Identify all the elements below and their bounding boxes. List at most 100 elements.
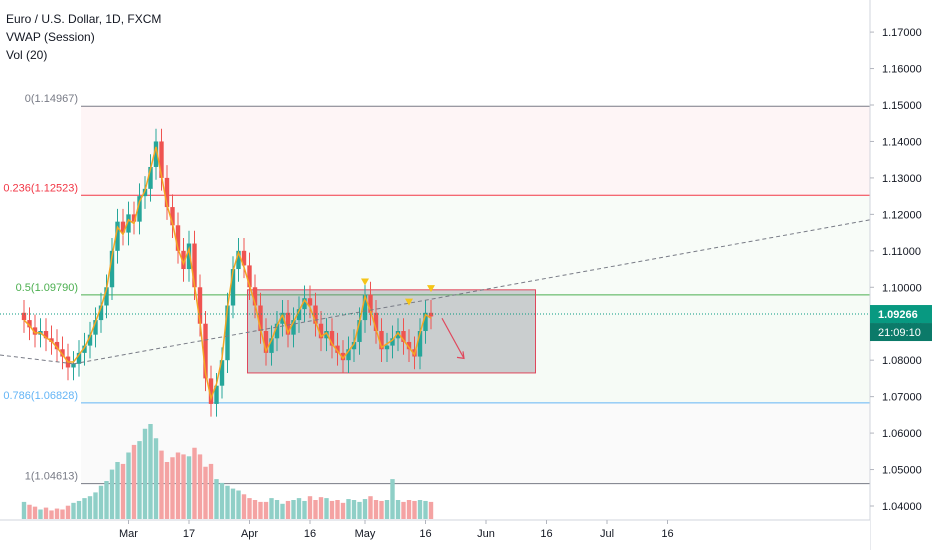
candle-body	[252, 287, 258, 306]
candle-body	[384, 345, 390, 350]
volume-bar	[357, 501, 362, 519]
volume-bar	[142, 428, 148, 519]
legend-volume[interactable]: Vol (20)	[6, 48, 48, 62]
volume-bar	[175, 452, 181, 519]
candle-body	[214, 385, 219, 404]
volume-bar	[181, 454, 186, 519]
price-tick-label: 1.06000	[882, 428, 922, 440]
volume-bar	[82, 498, 87, 519]
volume-bar	[208, 463, 214, 519]
volume-bar	[60, 509, 65, 519]
candle-body	[225, 305, 230, 361]
price-tick-label: 1.10000	[882, 282, 922, 294]
candle-body	[269, 338, 274, 353]
candle-body	[131, 214, 137, 222]
candle-body	[49, 338, 54, 342]
legend-symbol[interactable]: Euro / U.S. Dollar, 1D, FXCM	[6, 12, 162, 26]
countdown-tag	[870, 323, 932, 342]
candle-body	[104, 287, 109, 306]
volume-bar	[313, 500, 318, 519]
volume-bar	[126, 452, 131, 519]
candle-body	[302, 298, 307, 310]
volume-bar	[76, 500, 82, 519]
candle-body	[142, 188, 148, 197]
candle-body	[236, 250, 241, 270]
candle-body	[307, 298, 313, 306]
time-tick-label: May	[355, 528, 376, 540]
marker-triangle	[405, 298, 413, 306]
volume-bar	[280, 503, 285, 519]
time-axis-bg	[0, 520, 870, 550]
volume-bar	[71, 502, 76, 519]
candle-body	[43, 331, 49, 339]
volume-bar	[241, 494, 247, 519]
volume-bar	[258, 501, 263, 519]
candle-body	[76, 352, 82, 364]
candle-body	[296, 309, 302, 321]
volume-bar	[153, 438, 159, 519]
volume-bar	[291, 500, 296, 519]
volume-bar	[38, 509, 43, 519]
price-tick-label: 1.14000	[882, 136, 922, 148]
price-tick-label: 1.08000	[882, 355, 922, 367]
volume-bar	[137, 441, 142, 519]
volume-bar	[346, 499, 351, 519]
candle-body	[351, 341, 357, 350]
volume-bar	[21, 501, 27, 519]
candle-body	[219, 360, 225, 386]
volume-bar	[32, 506, 38, 519]
candle-body	[340, 352, 346, 361]
range-box-layer	[247, 289, 536, 374]
price-tick-label: 1.05000	[882, 465, 922, 477]
volume-bar	[390, 479, 395, 519]
volume-bar	[269, 498, 274, 519]
candle-body	[406, 341, 412, 350]
time-tick-label: 17	[183, 528, 195, 540]
candle-body	[115, 221, 120, 251]
candle-body	[285, 312, 291, 335]
candles-layer	[21, 128, 434, 417]
price-tick-label: 1.13000	[882, 173, 922, 185]
candle-body	[159, 141, 164, 178]
candle-body	[54, 341, 60, 350]
candle-body	[120, 221, 126, 233]
candle-body	[335, 345, 340, 353]
fib-label-2: 0.5(1.09790)	[16, 282, 78, 294]
fib-label-0: 0(1.14967)	[25, 93, 78, 105]
volume-bar	[131, 444, 137, 519]
candle-body	[346, 349, 351, 361]
candle-body	[241, 250, 247, 266]
volume-bar	[98, 485, 104, 519]
legend-vwap[interactable]: VWAP (Session)	[6, 30, 95, 44]
volume-bar	[285, 500, 291, 519]
price-tick-label: 1.11000	[882, 246, 921, 258]
candle-body	[280, 312, 285, 324]
candle-body	[263, 331, 269, 353]
time-tick-label: Apr	[241, 528, 258, 540]
candle-body	[368, 294, 373, 313]
time-tick-label: 16	[661, 528, 673, 540]
marker-triangle	[427, 285, 435, 293]
candle-body	[71, 363, 76, 368]
volume-bar	[170, 457, 175, 519]
candle-body	[329, 331, 335, 346]
candle-body	[274, 323, 280, 339]
price-tick-label: 1.16000	[882, 64, 922, 76]
candle-body	[291, 320, 296, 335]
candle-body	[373, 312, 379, 332]
candle-body	[87, 334, 93, 346]
candle-body	[208, 378, 214, 404]
current-price-tag	[870, 305, 932, 324]
projection-arrow	[441, 317, 465, 359]
volume-bar	[115, 462, 120, 519]
candle-body	[32, 327, 38, 335]
fib-label-1: 0.236(1.12523)	[3, 182, 78, 194]
candle-body	[186, 243, 192, 270]
volume-bar	[263, 501, 269, 519]
candle-body	[164, 177, 170, 208]
volume-bar	[302, 500, 307, 519]
volume-bar	[351, 500, 357, 519]
